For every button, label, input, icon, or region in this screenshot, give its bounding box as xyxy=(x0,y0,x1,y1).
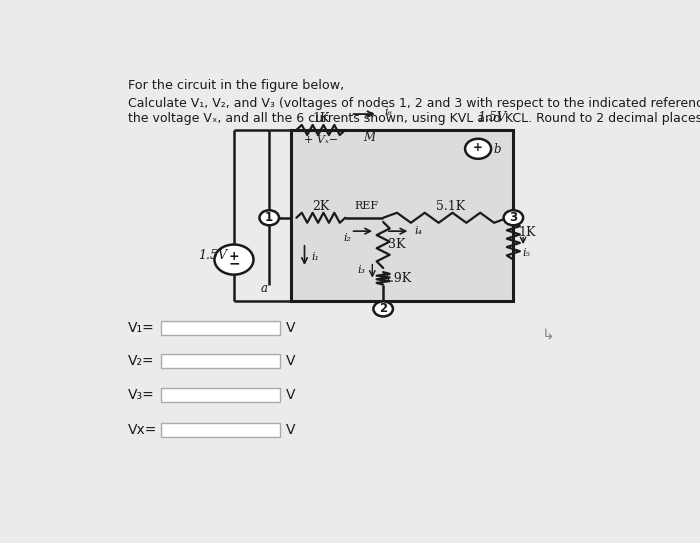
Text: 1: 1 xyxy=(265,211,273,224)
Text: i₆: i₆ xyxy=(384,108,393,117)
Text: 1.5V: 1.5V xyxy=(198,249,227,262)
Text: Calculate V₁, V₂, and V₃ (voltages of nodes 1, 2 and 3 with respect to the indic: Calculate V₁, V₂, and V₃ (voltages of no… xyxy=(128,97,700,110)
FancyBboxPatch shape xyxy=(161,423,280,437)
Text: 3K: 3K xyxy=(388,238,405,251)
Text: the voltage Vₓ, and all the 6 currents shown, using KVL and KCL. Round to 2 deci: the voltage Vₓ, and all the 6 currents s… xyxy=(128,112,700,125)
Text: V₁=: V₁= xyxy=(128,321,155,334)
Text: 2K: 2K xyxy=(312,200,330,212)
Circle shape xyxy=(373,301,393,317)
Text: V: V xyxy=(286,423,295,437)
Text: V₂=: V₂= xyxy=(128,354,155,368)
Text: b: b xyxy=(494,143,500,156)
Circle shape xyxy=(260,210,279,225)
Text: i₂: i₂ xyxy=(344,233,352,243)
FancyBboxPatch shape xyxy=(161,388,280,402)
Text: i₄: i₄ xyxy=(414,226,422,236)
Circle shape xyxy=(214,244,253,275)
Text: i₅: i₅ xyxy=(523,248,531,258)
Text: −: − xyxy=(228,257,240,271)
Bar xyxy=(291,130,513,301)
Text: + Vₓ−: + Vₓ− xyxy=(304,135,338,146)
Text: i₃: i₃ xyxy=(358,265,365,275)
Text: Vx=: Vx= xyxy=(128,423,158,437)
Circle shape xyxy=(465,139,491,159)
FancyBboxPatch shape xyxy=(161,354,280,368)
Text: ↳: ↳ xyxy=(542,327,555,342)
Text: +: + xyxy=(473,141,483,154)
Text: a: a xyxy=(260,282,267,295)
Text: For the circuit in the figure below,: For the circuit in the figure below, xyxy=(128,79,344,92)
Text: V₃=: V₃= xyxy=(128,388,155,402)
Text: 1K: 1K xyxy=(518,226,536,239)
Text: 2: 2 xyxy=(379,302,387,315)
Text: 3: 3 xyxy=(510,211,517,224)
Text: 5.1K: 5.1K xyxy=(436,200,466,212)
Text: M: M xyxy=(363,131,376,144)
Text: i₁: i₁ xyxy=(312,252,319,262)
Text: REF: REF xyxy=(355,201,379,211)
Text: 1.5V: 1.5V xyxy=(477,111,506,124)
Text: V: V xyxy=(286,354,295,368)
Text: +: + xyxy=(229,250,239,263)
Text: 3.9K: 3.9K xyxy=(382,272,412,285)
Text: 1K: 1K xyxy=(312,112,330,125)
Circle shape xyxy=(503,210,523,225)
FancyBboxPatch shape xyxy=(161,320,280,335)
Text: V: V xyxy=(286,321,295,334)
Text: V: V xyxy=(286,388,295,402)
